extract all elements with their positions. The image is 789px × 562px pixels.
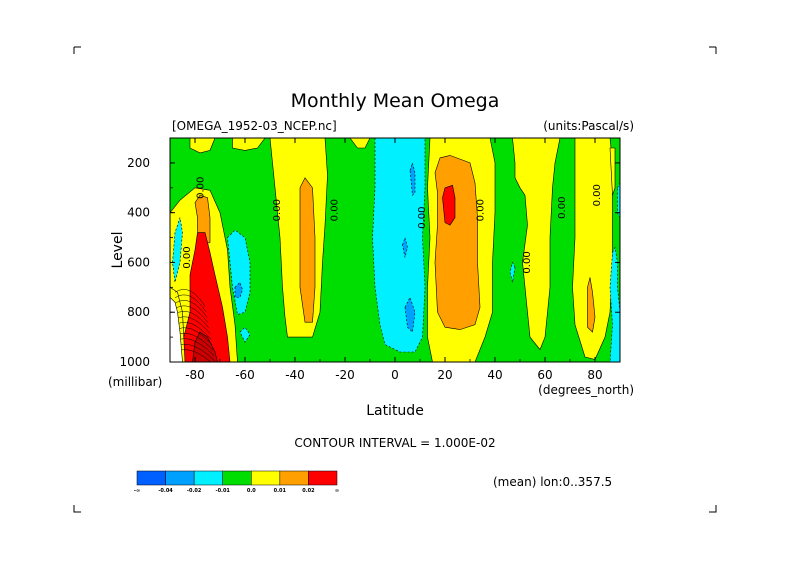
x-axis-label: Latitude xyxy=(366,403,424,419)
x-tick-label: 60 xyxy=(537,368,552,382)
region-orange-24 xyxy=(587,277,596,333)
colorbar-swatch xyxy=(193,470,223,486)
mean-lon-text: (mean) lon:0..357.5 xyxy=(493,475,612,489)
colorbar-swatch xyxy=(222,470,252,486)
contour-label: 0.00 xyxy=(592,184,603,206)
region-yellow-1 xyxy=(189,138,216,154)
region-cyan-14 xyxy=(372,138,426,353)
missing-data-region xyxy=(170,296,183,362)
y-tick-label: 1000 xyxy=(119,355,150,369)
chart-title: Monthly Mean Omega xyxy=(291,90,500,112)
region-cyan-27 xyxy=(617,182,620,218)
region-red-20 xyxy=(442,184,456,226)
x-tick-label: 0 xyxy=(391,368,399,382)
dense-contour-line xyxy=(174,294,207,312)
colorbar-tick-label: -0.01 xyxy=(216,488,231,494)
x-tick-label: 20 xyxy=(437,368,452,382)
colorbar-tick-label: 0.01 xyxy=(274,488,287,494)
x-axis-ticks: -80 -60 -40 -20 0 20 40 60 80 xyxy=(169,138,621,382)
region-yellow-25 xyxy=(609,147,616,196)
region-cyan-9 xyxy=(239,326,251,343)
y-tick-label: 200 xyxy=(127,156,150,170)
corner-crop-marks xyxy=(73,46,717,513)
region-yellow-10 xyxy=(232,138,266,151)
missing-data-area xyxy=(170,296,183,362)
colorbar-tick-label: -0.02 xyxy=(187,488,202,494)
colorbar-swatch xyxy=(165,470,195,486)
dense-contour-line xyxy=(174,305,209,323)
colorbar-swatch xyxy=(136,470,166,486)
colorbar: -∞ -0.04 -0.02 -0.01 0.0 0.01 0.02 ∞ xyxy=(134,470,339,494)
contour-label: 0.00 xyxy=(417,207,428,229)
contour-label: 0.00 xyxy=(272,199,283,221)
y-axis-label: Level xyxy=(110,232,126,269)
x-axis-unit: (degrees_north) xyxy=(538,383,634,397)
y-axis-ticks: 200 400 600 800 1000 xyxy=(119,137,620,369)
contour-label: 0.00 xyxy=(330,199,341,221)
x-tick-label: 80 xyxy=(587,368,602,382)
region-yellow-13 xyxy=(349,138,371,149)
region-lightblue-17 xyxy=(402,236,408,258)
y-tick-label: 800 xyxy=(127,305,150,319)
y-tick-label: 400 xyxy=(127,206,150,220)
colorbar-swatch xyxy=(308,470,338,486)
region-cyan-26 xyxy=(609,246,620,362)
colorbar-swatch xyxy=(251,470,281,486)
region-orange-12 xyxy=(299,177,316,323)
region-yellow-21 xyxy=(512,138,561,351)
region-cyan-6 xyxy=(172,217,183,283)
region-orange-19 xyxy=(434,155,481,330)
contour-label: 0.00 xyxy=(182,246,193,268)
colorbar-tick-label: 0.02 xyxy=(302,488,315,494)
contour-label: 0.00 xyxy=(196,177,207,199)
contour-regions xyxy=(170,138,620,362)
x-tick-label: -20 xyxy=(335,368,355,382)
plot-area: 0.00 0.00 0.00 0.00 0.00 0.00 0.00 0.00 0.00 xyxy=(170,138,620,362)
dataset-label: [OMEGA_1952-03_NCEP.nc] xyxy=(172,119,337,133)
x-tick-label: 40 xyxy=(487,368,502,382)
dense-contour-line xyxy=(174,300,208,318)
contour-interval-text: CONTOUR INTERVAL = 1.000E-02 xyxy=(294,436,495,450)
colorbar-tick-label: 0.0 xyxy=(247,488,256,494)
region-lightblue-8 xyxy=(234,281,243,298)
region-darkred-4 xyxy=(192,331,218,362)
region-red-3 xyxy=(182,232,231,362)
region-cyan-22 xyxy=(509,261,516,283)
region-cyan-7 xyxy=(227,229,251,316)
units-label: (units:Pascal/s) xyxy=(543,119,634,133)
contour-label: 0.00 xyxy=(476,199,487,221)
y-axis-unit: (millibar) xyxy=(108,375,162,389)
dense-contour-line xyxy=(174,289,206,307)
contour-labels: 0.00 0.00 0.00 0.00 0.00 0.00 0.00 0.00 0.00 xyxy=(182,177,603,274)
x-tick-label: -40 xyxy=(285,368,305,382)
colorbar-tick-label: -∞ xyxy=(134,488,140,494)
colorbar-tick-label: ∞ xyxy=(335,488,339,494)
colorbar-swatch xyxy=(279,470,309,486)
region-lightblue-15 xyxy=(404,296,416,333)
region-lightblue-16 xyxy=(409,161,416,196)
colorbar-tick-label: -0.04 xyxy=(158,488,173,494)
x-tick-label: -80 xyxy=(185,368,205,382)
x-tick-label: -60 xyxy=(235,368,255,382)
y-tick-label: 600 xyxy=(127,255,150,269)
contour-label: 0.00 xyxy=(557,197,568,219)
contour-label: 0.00 xyxy=(522,251,533,273)
